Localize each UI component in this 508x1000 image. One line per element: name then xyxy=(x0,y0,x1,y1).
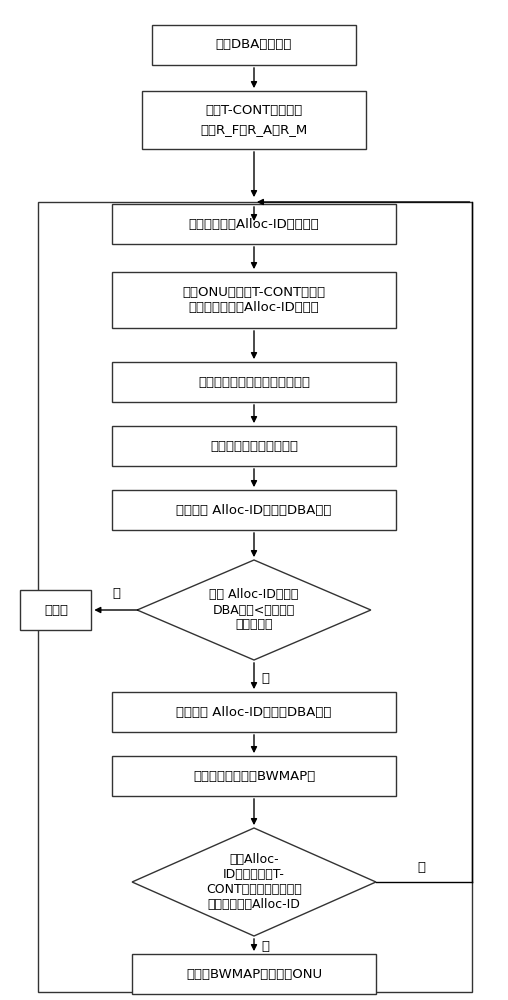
FancyBboxPatch shape xyxy=(152,25,356,65)
Text: 分配当前 Alloc-ID所需的DBA带宽: 分配当前 Alloc-ID所需的DBA带宽 xyxy=(176,706,332,718)
Text: 将所述BWMAP表发送给ONU: 将所述BWMAP表发送给ONU xyxy=(186,968,322,980)
Text: 统计ONU中授权T-CONT的上行
流量，预测当前Alloc-ID的带宽: 统计ONU中授权T-CONT的上行 流量，预测当前Alloc-ID的带宽 xyxy=(182,286,326,314)
Text: 是: 是 xyxy=(262,940,270,954)
Text: 当前Alloc-
ID是否是所述T-
CONT流量策略表中的最
后一个有效的Alloc-ID: 当前Alloc- ID是否是所述T- CONT流量策略表中的最 后一个有效的Al… xyxy=(206,853,302,911)
FancyBboxPatch shape xyxy=(112,692,396,732)
FancyBboxPatch shape xyxy=(20,590,91,630)
Polygon shape xyxy=(137,560,371,660)
Text: 表、R_F、R_A、R_M: 表、R_F、R_A、R_M xyxy=(200,123,308,136)
FancyBboxPatch shape xyxy=(112,426,396,466)
FancyBboxPatch shape xyxy=(132,954,376,994)
Text: 配置DBA调度周期: 配置DBA调度周期 xyxy=(216,38,292,51)
Text: 读取当前授权Alloc-ID流量策略: 读取当前授权Alloc-ID流量策略 xyxy=(188,218,320,231)
Text: 计算确保带宽和附加带宽: 计算确保带宽和附加带宽 xyxy=(210,440,298,452)
FancyBboxPatch shape xyxy=(112,272,396,328)
Text: 计算当前 Alloc-ID所需的DBA带宽: 计算当前 Alloc-ID所需的DBA带宽 xyxy=(176,504,332,516)
Text: 不分配: 不分配 xyxy=(44,603,68,616)
FancyBboxPatch shape xyxy=(112,204,396,244)
Text: 配置T-CONT流量策略: 配置T-CONT流量策略 xyxy=(205,104,303,116)
Polygon shape xyxy=(132,828,376,936)
FancyBboxPatch shape xyxy=(112,756,396,796)
Text: 当前 Alloc-ID所需的
DBA带宽<令牌桶的
当前令牌数: 当前 Alloc-ID所需的 DBA带宽<令牌桶的 当前令牌数 xyxy=(209,588,299,632)
FancyBboxPatch shape xyxy=(142,91,366,149)
FancyBboxPatch shape xyxy=(112,490,396,530)
Text: 将预测值作为令牌桶的输入速度: 将预测值作为令牌桶的输入速度 xyxy=(198,375,310,388)
Text: 否: 否 xyxy=(418,861,426,874)
Text: 是: 是 xyxy=(262,672,270,684)
Text: 否: 否 xyxy=(113,587,121,600)
FancyBboxPatch shape xyxy=(112,362,396,402)
Text: 将分配的带宽写入BWMAP表: 将分配的带宽写入BWMAP表 xyxy=(193,770,315,782)
